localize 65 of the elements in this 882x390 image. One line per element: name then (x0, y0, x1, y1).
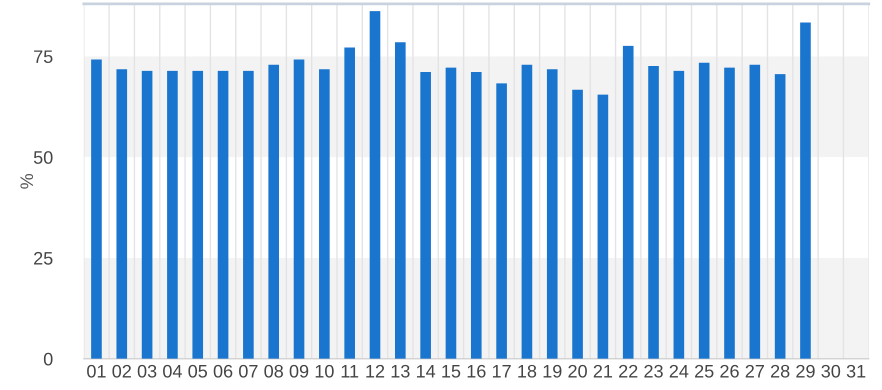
bar (420, 72, 431, 359)
bar (446, 68, 456, 359)
y-axis-title: % (20, 174, 34, 189)
bar (622, 46, 634, 359)
x-tick-label: 09 (290, 364, 308, 378)
bar (91, 60, 102, 359)
bar (774, 74, 786, 359)
x-tick-label: 02 (112, 364, 131, 378)
y-tick-label: 0 (44, 352, 53, 366)
bar (268, 64, 280, 359)
bar (470, 72, 482, 359)
y-tick-label: 75 (34, 50, 52, 64)
x-tick-label: 12 (366, 364, 384, 378)
x-tick-label: 07 (239, 364, 258, 378)
y-tick-label: 50 (34, 151, 53, 164)
x-tick-label: 21 (594, 364, 612, 378)
bar (698, 62, 710, 359)
bar (167, 70, 178, 359)
x-tick-label: 27 (746, 364, 764, 378)
x-tick-label: 28 (771, 364, 790, 378)
bar (294, 60, 304, 359)
x-tick-label: 03 (138, 364, 156, 378)
x-tick-label: 25 (695, 364, 714, 378)
bar (724, 68, 735, 359)
bar (218, 70, 228, 359)
x-tick-label: 31 (846, 364, 866, 378)
x-tick-label: 06 (214, 364, 232, 378)
bar (116, 69, 128, 359)
x-tick-label: 15 (442, 365, 460, 378)
bar (243, 70, 254, 359)
bar (142, 70, 152, 359)
bar (522, 64, 532, 359)
bar (800, 22, 811, 359)
bar (546, 69, 558, 359)
bar (674, 70, 684, 359)
bar (572, 90, 583, 359)
bar (496, 83, 507, 359)
x-tick-label: 18 (518, 364, 536, 378)
x-tick-label: 20 (568, 364, 587, 378)
bar (648, 66, 659, 359)
bar (370, 11, 380, 359)
x-tick-label: 16 (468, 364, 486, 378)
x-tick-label: 11 (342, 365, 358, 378)
x-tick-label: 24 (670, 364, 688, 378)
x-tick-label: 05 (188, 364, 208, 378)
bar (394, 42, 406, 359)
x-tick-label: 08 (264, 364, 283, 378)
x-tick-label: 29 (796, 364, 815, 378)
x-tick-label: 04 (163, 364, 182, 378)
x-tick-label: 23 (644, 364, 663, 378)
bar (192, 70, 204, 359)
bar (750, 64, 760, 359)
x-tick-label: 14 (416, 365, 436, 378)
y-tick-label: 25 (34, 252, 52, 265)
x-tick-label: 22 (619, 364, 638, 378)
x-tick-label: 10 (316, 364, 334, 378)
bar (344, 47, 355, 359)
x-tick-label: 26 (720, 364, 739, 378)
x-tick-label: 13 (392, 364, 410, 378)
x-tick-label: 30 (821, 364, 840, 378)
x-tick-label: 17 (492, 365, 511, 378)
x-tick-label: 01 (87, 364, 106, 378)
bar (319, 69, 330, 359)
bar (598, 94, 608, 359)
x-tick-label: 19 (544, 364, 562, 378)
